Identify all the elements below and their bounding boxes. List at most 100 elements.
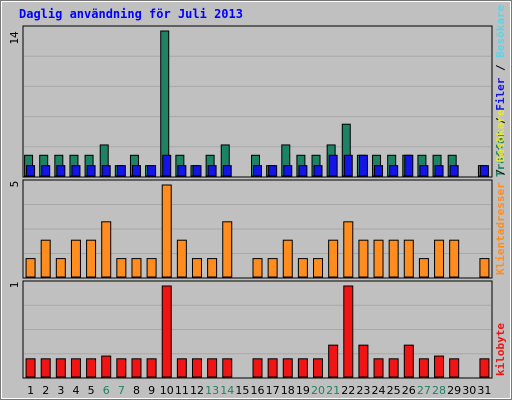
bar-filer-day-13 [207, 165, 217, 177]
bar-filer-day-25 [389, 165, 399, 177]
bar-kilobyte-day-10 [161, 285, 172, 378]
bar-klientadresser-day-7 [116, 258, 127, 278]
bar-kilobyte-day-26 [403, 344, 414, 378]
bar-kilobyte-day-4 [70, 358, 81, 378]
chart-title: Daglig användning för Juli 2013 [19, 7, 243, 21]
legend-separator: / [494, 162, 507, 182]
bar-klientadresser-day-14 [222, 221, 233, 278]
x-tick-label-day-17: 17 [266, 384, 280, 397]
bar-klientadresser-day-6 [101, 221, 112, 278]
x-tick-label-day-18: 18 [281, 384, 295, 397]
bar-klientadresser-day-2 [40, 239, 51, 278]
bar-kilobyte-day-5 [86, 358, 97, 378]
x-tick-label-day-21: 21 [326, 384, 340, 397]
bar-kilobyte-day-16 [252, 358, 263, 378]
legend-top-panel: Träffar / Filer / Besökare [494, 4, 507, 177]
bar-filer-day-24 [374, 165, 384, 177]
bar-kilobyte-day-3 [55, 358, 66, 378]
bar-filer-day-1 [26, 165, 36, 177]
bar-klientadresser-day-4 [70, 239, 81, 278]
legend-item-bes-kare: Besökare [494, 4, 507, 57]
bar-klientadresser-day-20 [313, 258, 324, 278]
bar-filer-day-20 [313, 165, 323, 177]
x-tick-label-day-13: 13 [205, 384, 219, 397]
bar-kilobyte-day-7 [116, 358, 127, 378]
bar-kilobyte-day-23 [358, 344, 369, 378]
x-tick-label-day-28: 28 [432, 384, 446, 397]
bar-kilobyte-day-29 [449, 358, 460, 378]
x-tick-label-day-16: 16 [251, 384, 265, 397]
bar-kilobyte-day-9 [146, 358, 157, 378]
x-tick-label-day-31: 31 [477, 384, 491, 397]
bar-kilobyte-day-19 [297, 358, 308, 378]
bar-filer-day-26 [404, 154, 414, 177]
bar-filer-day-27 [419, 165, 429, 177]
bar-filer-day-19 [298, 165, 308, 177]
bar-filer-day-7 [116, 165, 126, 177]
bar-klientadresser-day-8 [131, 258, 142, 278]
legend-item-filer: Filer [494, 77, 507, 110]
bar-klientadresser-day-26 [403, 239, 414, 278]
bar-kilobyte-day-20 [313, 358, 324, 378]
x-tick-label-day-3: 3 [57, 384, 64, 397]
bar-kilobyte-day-24 [373, 358, 384, 378]
bar-kilobyte-day-1 [25, 358, 36, 378]
x-tick-label-day-10: 10 [160, 384, 174, 397]
bar-filer-day-2 [41, 165, 51, 177]
legend-item-klientadresser: Klientadresser [494, 182, 507, 275]
bar-kilobyte-day-28 [434, 355, 445, 378]
bar-filer-day-18 [283, 165, 293, 177]
bar-filer-day-9 [147, 165, 157, 177]
panel-top [22, 25, 493, 178]
bar-kilobyte-day-2 [40, 358, 51, 378]
bar-klientadresser-day-19 [297, 258, 308, 278]
legend-item-bes-kare: Besökare [494, 109, 507, 162]
bar-filer-day-3 [56, 165, 66, 177]
bar-klientadresser-day-31 [479, 258, 490, 278]
bar-kilobyte-day-14 [222, 358, 233, 378]
x-tick-label-day-5: 5 [88, 384, 95, 397]
bar-filer-day-29 [449, 165, 459, 177]
bar-kilobyte-day-12 [191, 358, 202, 378]
bar-tr-ffar-day-10 [160, 30, 170, 177]
bar-kilobyte-day-18 [282, 358, 293, 378]
bar-filer-day-11 [177, 165, 187, 177]
bar-filer-day-17 [268, 165, 278, 177]
bar-klientadresser-day-10 [161, 184, 172, 278]
bar-kilobyte-day-25 [388, 358, 399, 378]
bar-kilobyte-day-27 [418, 358, 429, 378]
bar-kilobyte-day-11 [176, 358, 187, 378]
bar-klientadresser-day-17 [267, 258, 278, 278]
bar-klientadresser-day-5 [86, 239, 97, 278]
legend-separator: / [494, 111, 507, 131]
bar-klientadresser-day-12 [191, 258, 202, 278]
x-tick-label-day-30: 30 [462, 384, 476, 397]
bar-klientadresser-day-16 [252, 258, 263, 278]
x-tick-label-day-23: 23 [356, 384, 370, 397]
bar-filer-day-16 [253, 165, 262, 177]
x-tick-label-day-20: 20 [311, 384, 325, 397]
bar-klientadresser-day-28 [434, 239, 445, 278]
x-tick-label-day-27: 27 [417, 384, 431, 397]
bar-klientadresser-day-23 [358, 239, 369, 278]
bar-kilobyte-day-22 [343, 285, 354, 378]
bar-klientadresser-day-9 [146, 258, 157, 278]
x-tick-label-day-1: 1 [27, 384, 34, 397]
bar-kilobyte-day-31 [479, 358, 490, 378]
bar-klientadresser-day-18 [282, 239, 293, 278]
bar-kilobyte-day-8 [131, 358, 142, 378]
bar-filer-day-28 [434, 165, 444, 177]
bar-filer-day-31 [479, 165, 489, 177]
legend-middle-panel: Klientadresser / Besökare [494, 109, 507, 275]
bar-klientadresser-day-11 [176, 239, 187, 278]
x-tick-label-day-2: 2 [42, 384, 49, 397]
x-tick-label-day-26: 26 [402, 384, 416, 397]
x-tick-label-day-25: 25 [387, 384, 401, 397]
legend-bottom-panel: kilobyte [494, 323, 507, 376]
x-tick-label-day-14: 14 [220, 384, 234, 397]
x-tick-label-day-9: 9 [148, 384, 155, 397]
bar-kilobyte-day-17 [267, 358, 278, 378]
middle-panel-ymax-label: 5 [8, 181, 21, 188]
bottom-panel-ymax-label: 1 [8, 282, 21, 289]
